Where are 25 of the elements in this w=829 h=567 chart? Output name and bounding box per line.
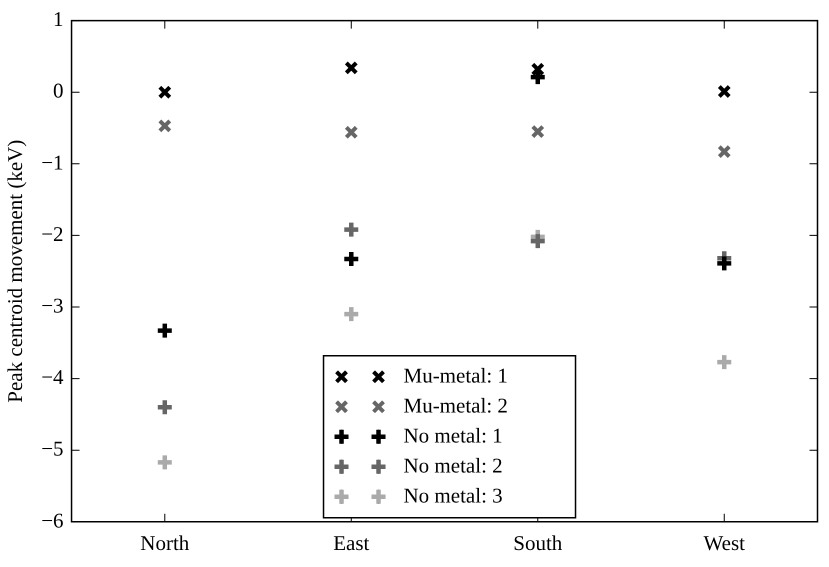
x-tick-label: East [333, 530, 370, 555]
point [717, 144, 732, 159]
y-tick-label: 0 [53, 78, 64, 103]
x-tick-label: North [140, 530, 190, 555]
y-tick-label: −5 [41, 436, 64, 461]
legend-label: No metal: 1 [404, 423, 503, 448]
y-tick-label: −4 [41, 365, 64, 390]
legend-label: Mu-metal: 2 [404, 393, 508, 418]
y-tick-label: 1 [53, 7, 64, 32]
point [344, 60, 358, 75]
legend-label: Mu-metal: 1 [404, 363, 508, 388]
point [344, 125, 358, 140]
y-axis-title: Peak centroid movement (keV) [3, 140, 28, 403]
y-tick-label: −2 [41, 222, 64, 246]
x-tick-label: West [704, 530, 746, 555]
legend-label: No metal: 2 [404, 453, 503, 478]
legend-label: No metal: 3 [404, 483, 503, 508]
point [158, 118, 172, 133]
y-tick-label: −6 [41, 508, 64, 532]
y-tick-label: −1 [41, 150, 64, 174]
point [530, 124, 545, 139]
y-tick-label: −3 [41, 294, 64, 318]
point [158, 85, 172, 100]
point [717, 84, 732, 98]
x-tick-label: South [513, 530, 563, 555]
